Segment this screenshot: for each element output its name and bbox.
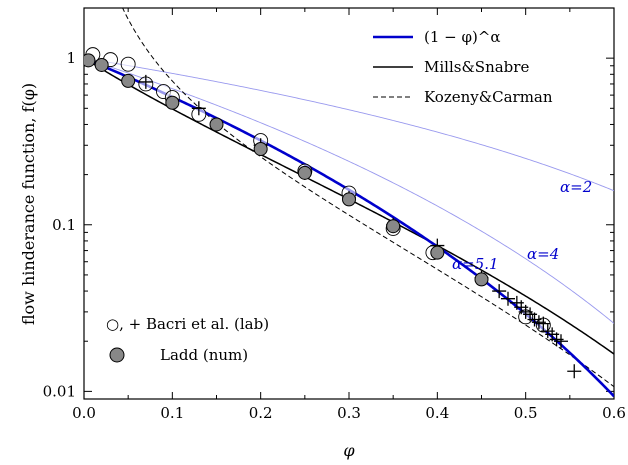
x-tick-label: 0.0 <box>72 404 96 422</box>
plus-point <box>567 364 582 379</box>
annotation-alpha-5-1: α=5.1 <box>452 255 499 273</box>
legend-label-mills: Mills&Snabre <box>424 58 529 76</box>
filled-circle-point <box>121 73 136 88</box>
plus-point <box>536 316 551 331</box>
legend-label-alpha: (1 − φ)^α <box>424 28 501 46</box>
x-tick-label: 0.3 <box>337 404 361 422</box>
filled-circle-point <box>386 219 401 234</box>
plus-point <box>492 284 507 299</box>
filled-circle-point <box>165 95 180 110</box>
plus-point <box>138 74 153 89</box>
open-circle-point <box>120 56 136 72</box>
filled-circle-point <box>84 53 96 68</box>
plus-point <box>501 291 515 306</box>
curve-alpha-4 <box>84 57 614 324</box>
filled-circle-point <box>430 245 445 260</box>
legend-label-kozeny: Kozeny&Carman <box>424 88 553 106</box>
filled-circle-point <box>297 165 312 180</box>
x-axis-title: φ <box>343 441 355 460</box>
filled-circle-point <box>209 117 224 132</box>
x-tick-label: 0.1 <box>160 404 184 422</box>
y-axis-title: flow hinderance function, f(φ) <box>19 83 38 325</box>
y-tick-label: 0.1 <box>52 216 76 234</box>
legend-label-ladd: Ladd (num) <box>160 346 248 364</box>
legend-label-bacri: ○, + Bacri et al. (lab) <box>106 315 269 333</box>
x-tick-label: 0.2 <box>249 404 273 422</box>
curve-alpha-2 <box>84 57 614 192</box>
x-tick-label: 0.6 <box>602 404 626 422</box>
legend-swatch-ladd <box>109 347 125 363</box>
filled-circle-point <box>253 141 268 156</box>
annotation-alpha-2: α=2 <box>560 178 592 196</box>
markers-ladd <box>84 53 489 287</box>
annotation-alpha-4: α=4 <box>527 245 559 263</box>
plus-point <box>554 334 568 349</box>
tick-labels: 0.0 0.1 0.2 0.3 0.4 0.5 0.6 1 0.1 0.01 <box>43 49 626 422</box>
legend-top-right: (1 − φ)^α Mills&Snabre Kozeny&Carman <box>373 28 553 106</box>
plus-point <box>191 101 206 116</box>
x-tick-label: 0.4 <box>425 404 449 422</box>
legend-bottom-left: ○, + Bacri et al. (lab) Ladd (num) <box>106 315 269 364</box>
y-tick-label: 0.01 <box>43 382 76 400</box>
curve-kozeny-carman <box>122 8 614 388</box>
filled-circle-point <box>342 192 356 207</box>
filled-circle-point <box>474 272 489 287</box>
y-tick-label: 1 <box>66 49 76 67</box>
x-tick-label: 0.5 <box>514 404 538 422</box>
filled-circle-point <box>94 57 109 72</box>
